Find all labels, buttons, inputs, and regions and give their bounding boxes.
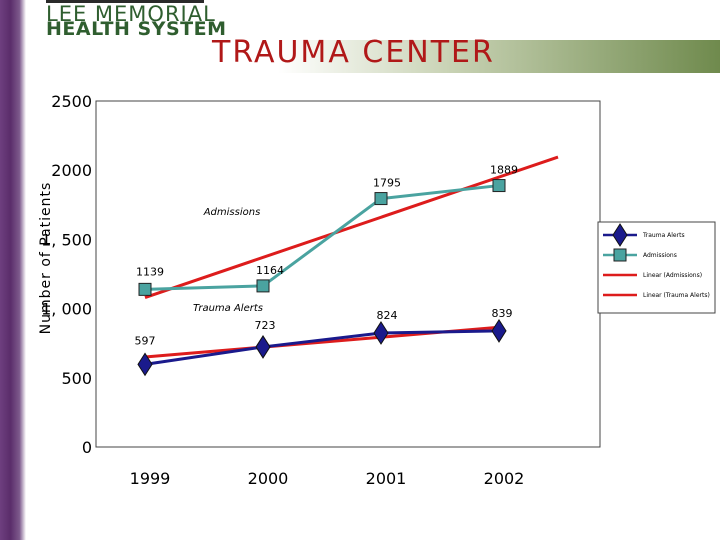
x-tick-label: 2000 [248, 469, 289, 488]
data-point-square [492, 179, 506, 193]
trendline [144, 155, 559, 299]
x-tick-label: 2002 [484, 469, 525, 488]
series-annotations: Admissions Trauma Alerts [193, 207, 263, 314]
data-label: 723 [255, 319, 276, 332]
data-point-square [374, 192, 388, 206]
legend-label: Linear (Admissions) [643, 272, 702, 279]
y-axis-label: Number of Patients [38, 182, 54, 335]
logo-rule [46, 0, 204, 3]
data-label: 1795 [373, 177, 401, 190]
data-point-square [138, 282, 152, 296]
y-tick-label: 0 [82, 438, 92, 457]
series-annotation: Trauma Alerts [193, 303, 263, 314]
x-tick-label: 1999 [130, 469, 171, 488]
header-gradient-bar [40, 40, 720, 73]
data-series [137, 179, 507, 377]
series-annotation: Admissions [203, 207, 261, 218]
plot-area-frame [95, 100, 601, 448]
data-point-diamond [137, 352, 153, 377]
data-label: 839 [492, 307, 513, 320]
logo-line-2: HEALTH SYSTEM [46, 18, 227, 40]
data-label: 1889 [490, 164, 518, 177]
y-tick-label: 2000 [51, 161, 92, 180]
data-label: 1164 [256, 264, 284, 277]
data-point-diamond [255, 335, 271, 359]
axis-ticks: 0 500 1, 000 1, 500 2000 2500 1999 2000 2001 2002 [41, 92, 524, 488]
series-line [144, 184, 500, 291]
data-label: 597 [135, 334, 156, 347]
data-point-square [256, 279, 270, 293]
y-tick-label: 1, 500 [41, 230, 92, 249]
x-tick-label: 2001 [366, 469, 407, 488]
data-labels: 597 723 824 839 1139 1164 1795 1889 [135, 164, 519, 348]
series-line [144, 329, 500, 366]
legend-label: Linear (Trauma Alerts) [643, 292, 710, 299]
legend-marker-diamond [612, 223, 628, 247]
data-point-diamond [491, 318, 507, 343]
logo-line-1: LEE MEMORIAL [46, 2, 216, 26]
data-point-diamond [373, 321, 389, 345]
legend-label: Trauma Alerts [642, 232, 685, 239]
page-title: TRAUMA CENTER [212, 35, 495, 70]
legend: Trauma Alerts Admissions Linear (Admission… [603, 223, 710, 299]
legend-marker-square [613, 248, 627, 262]
left-decorative-band [0, 0, 26, 540]
legend-label: Admissions [643, 252, 677, 259]
y-tick-label: 2500 [51, 92, 92, 111]
data-label: 1139 [136, 265, 164, 278]
y-tick-label: 500 [61, 369, 92, 388]
data-label: 824 [377, 309, 398, 322]
y-tick-label: 1, 000 [41, 300, 92, 319]
